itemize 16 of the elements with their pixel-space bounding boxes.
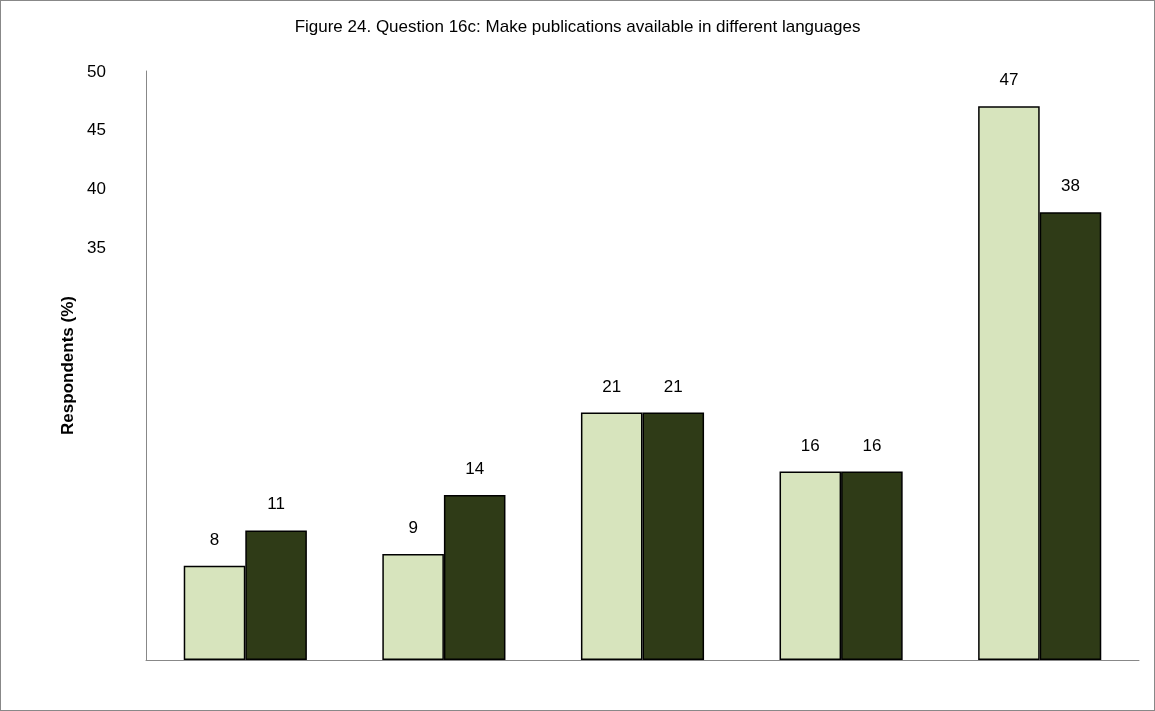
data-label: 16 [800, 435, 820, 455]
data-label: 38 [1061, 176, 1080, 196]
data-label: 21 [663, 376, 683, 396]
data-label: 16 [862, 435, 882, 455]
y-tick-label: 35 [87, 238, 106, 258]
data-label: 9 [408, 517, 418, 537]
y-tick-label: 50 [87, 61, 106, 81]
data-label: 14 [465, 459, 485, 479]
chart-title: Figure 24. Question 16c: Make publications available in different languages [294, 17, 861, 36]
data-label: 11 [267, 494, 285, 514]
data-label: 8 [209, 529, 220, 549]
y-tick-label: 45 [87, 120, 106, 140]
data-label: 47 [999, 70, 1019, 90]
y-axis-title: Respondents (%) [58, 296, 78, 435]
data-label: 21 [602, 376, 622, 396]
y-tick-label: 40 [87, 179, 106, 199]
